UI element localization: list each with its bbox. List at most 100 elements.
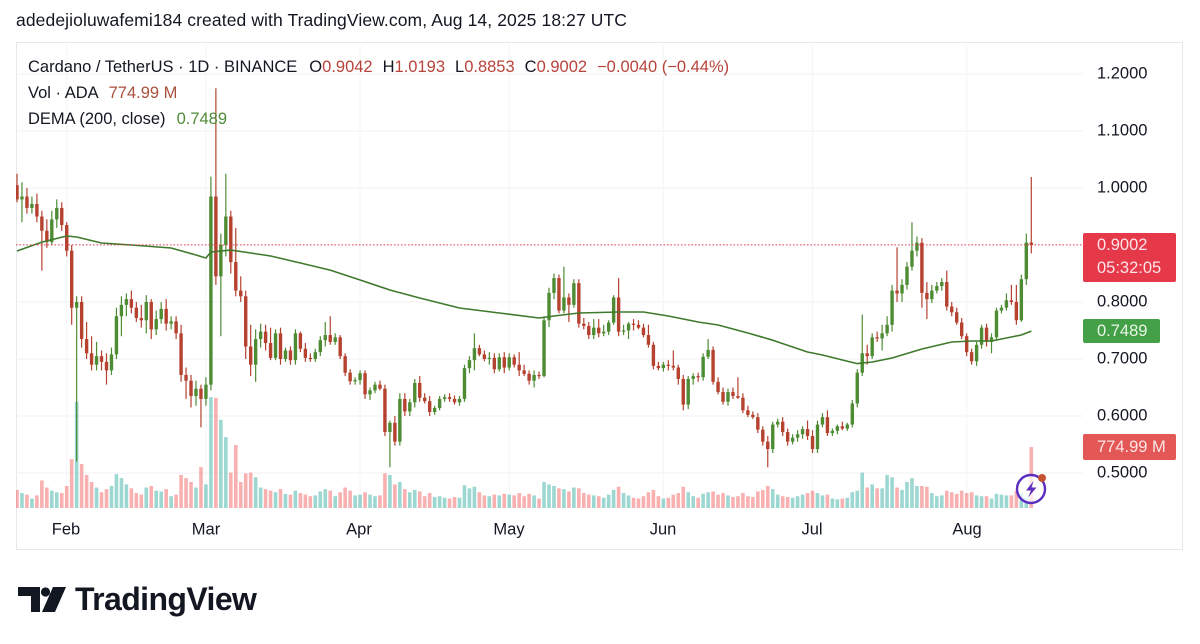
candle	[606, 320, 611, 336]
candle-body	[432, 408, 437, 413]
volume-bar	[35, 495, 39, 508]
candle	[915, 236, 919, 257]
candle-body	[1004, 300, 1009, 308]
price-chart-canvas[interactable]	[16, 42, 1083, 508]
volume-bar	[651, 489, 656, 508]
volume-bar	[631, 497, 636, 508]
candle-body	[601, 331, 606, 334]
volume-bar	[368, 494, 372, 508]
volume-bar	[293, 490, 298, 508]
candle-body	[716, 381, 720, 393]
candle	[278, 327, 283, 365]
candle	[497, 353, 501, 372]
volume-bar	[149, 485, 154, 508]
candle	[721, 387, 725, 405]
candle-body	[164, 308, 168, 324]
candle	[467, 356, 472, 374]
candle-body	[94, 356, 99, 365]
candle-body	[855, 372, 859, 404]
volume-bar	[865, 487, 870, 508]
volume-bar	[572, 487, 576, 508]
candle-body	[89, 353, 94, 365]
candle	[487, 352, 492, 365]
candle	[880, 324, 884, 351]
price-axis[interactable]: 1.2000 1.1000 1.0000 0.8000 0.7000 0.600…	[1084, 43, 1182, 508]
volume-bar	[770, 489, 775, 508]
candle	[751, 411, 755, 419]
volume-bar	[512, 495, 516, 508]
candle-body	[144, 302, 148, 321]
volume-bar	[472, 486, 477, 508]
volume-bar	[16, 489, 19, 508]
candle-body	[45, 230, 49, 243]
volume-bar	[586, 494, 591, 508]
volume-bar	[765, 485, 770, 508]
volume-legend-row[interactable]: Vol · ADA 774.99 M	[28, 80, 739, 106]
candle	[45, 219, 49, 248]
candle-body	[273, 333, 278, 358]
candle-body	[766, 441, 770, 450]
candle-body	[512, 357, 516, 365]
candle	[766, 435, 770, 468]
volume-bar	[676, 493, 681, 508]
candle-body	[194, 388, 198, 397]
dema-value: 0.7489	[176, 109, 228, 128]
candle-body	[124, 299, 129, 305]
candle	[865, 344, 869, 365]
volume-bar	[84, 474, 89, 508]
volume-bar	[830, 498, 835, 508]
volume-bar	[204, 484, 208, 508]
volume-bar	[527, 493, 531, 508]
candle-body	[656, 365, 661, 369]
candle-body	[328, 335, 332, 342]
candle-body	[597, 327, 601, 334]
volume-bar	[318, 491, 323, 508]
volume-bar	[716, 494, 720, 508]
candle-body	[780, 421, 785, 432]
candle	[253, 329, 258, 382]
candle-body	[1009, 300, 1014, 302]
volume-bar	[949, 492, 954, 508]
volume-bar	[979, 496, 984, 508]
candle	[900, 279, 904, 302]
symbol-title[interactable]: Cardano / TetherUS · 1D · BINANCE	[28, 57, 298, 76]
volume-bar	[925, 486, 929, 508]
volume-bar	[552, 485, 556, 508]
volume-bar	[522, 496, 526, 508]
candle-body	[418, 382, 422, 398]
volume-bar	[373, 496, 377, 508]
candle-body	[338, 337, 342, 357]
volume-bar	[905, 482, 909, 508]
candle-body	[706, 349, 710, 357]
volume-bar	[661, 498, 666, 508]
volume-bar	[134, 493, 139, 508]
volume-bar	[288, 494, 293, 508]
candle-body	[104, 361, 109, 371]
candle	[20, 182, 24, 223]
candle	[850, 400, 854, 428]
volume-bar	[154, 490, 159, 508]
volume-bar	[795, 496, 800, 508]
candle	[646, 324, 651, 348]
volume-bar	[890, 477, 894, 508]
volume-bar	[174, 494, 178, 508]
candle-body	[248, 346, 253, 365]
volume-bar	[944, 490, 949, 508]
candle-body	[462, 368, 467, 399]
candle-body	[641, 327, 646, 336]
symbol-legend-row[interactable]: Cardano / TetherUS · 1D · BINANCE O 0.90…	[28, 54, 739, 80]
volume-bar	[666, 497, 671, 508]
candle	[65, 222, 69, 257]
volume-bar	[219, 419, 223, 508]
volume-bar	[164, 489, 168, 508]
candle	[935, 282, 939, 294]
time-axis[interactable]: Feb Mar Apr May Jun Jul Aug	[17, 509, 1083, 549]
candle-body	[905, 266, 909, 285]
lightning-bolt-icon[interactable]	[1014, 472, 1048, 506]
candle	[457, 396, 462, 406]
dema-legend-row[interactable]: DEMA (200, close) 0.7489	[28, 106, 739, 132]
volume-bar	[253, 477, 258, 508]
candle-body	[964, 336, 969, 353]
volume-bar	[850, 492, 855, 508]
candle	[283, 347, 288, 362]
